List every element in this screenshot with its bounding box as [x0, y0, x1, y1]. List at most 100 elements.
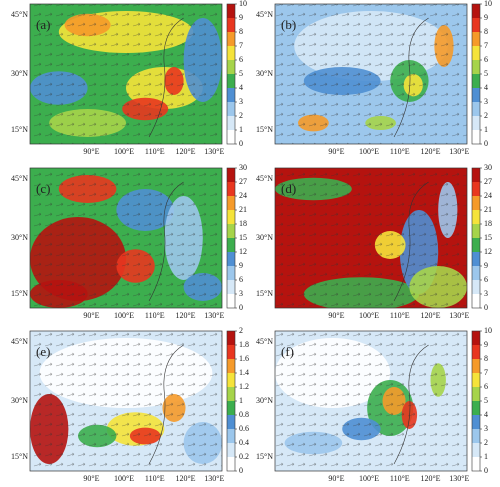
colorbar-tick-label: 1: [239, 125, 243, 134]
colorbar-tick-label: 27: [239, 177, 247, 186]
map-blobs: [275, 168, 467, 308]
colorbar-tick-label: 2: [239, 326, 243, 335]
wind-vectors: [275, 4, 467, 144]
colorbar-tick-label: 21: [239, 205, 247, 214]
colorbar-tick-label: 3: [239, 97, 243, 106]
lon-label: 120°E: [175, 311, 195, 320]
colorbar-tick-label: 0.8: [239, 410, 249, 419]
map-blobs: [275, 4, 467, 144]
colorbar-segment: [472, 210, 480, 224]
colorbar-tick-label: 1.8: [239, 340, 249, 349]
colorbar-segment: [227, 102, 235, 116]
map-blobs: [30, 168, 222, 308]
panel-label: (a): [36, 17, 50, 32]
colorbar-tick-label: 9: [484, 340, 488, 349]
lon-label: 130°E: [204, 147, 224, 156]
lon-label: 120°E: [175, 147, 195, 156]
map-panel: (d) 45°N 30°N 15°N 90°E 100°E 110°E 120°E 130°E 0…: [256, 163, 492, 320]
map-frame: [29, 167, 223, 309]
panel-label: (c): [36, 181, 50, 196]
map-frame: [274, 330, 468, 472]
colorbar-tick-label: 3: [484, 424, 488, 433]
colorbar-tick-label: 18: [484, 219, 492, 228]
map-blobs: [30, 4, 222, 144]
wind-vectors: [30, 168, 222, 308]
colorbar-tick-label: 6: [239, 275, 243, 284]
colorbar-segment: [472, 238, 480, 252]
colorbar-tick-label: 9: [239, 13, 243, 22]
colorbar-segment: [472, 116, 480, 130]
map-panel: (b) 45°N 30°N 15°N 90°E 100°E 110°E 120°E 130°E 0…: [256, 0, 492, 156]
colorbar-tick-label: 8: [239, 27, 243, 36]
colorbar-segment: [227, 457, 235, 471]
lon-label: 120°E: [420, 311, 440, 320]
colorbar-segment: [227, 224, 235, 238]
lat-label: 45°N: [11, 337, 28, 346]
lon-label: 100°E: [114, 311, 134, 320]
map-frame: [29, 330, 223, 472]
colorbar-segment: [472, 373, 480, 387]
colorbar-segment: [227, 280, 235, 294]
lon-label: 90°E: [83, 474, 99, 483]
lat-label: 30°N: [256, 396, 273, 405]
colorbar-tick-label: 10: [239, 0, 247, 8]
colorbar-tick-label: 2: [484, 438, 488, 447]
lon-label: 100°E: [359, 147, 379, 156]
colorbar-tick-label: 24: [484, 191, 492, 200]
colorbar-segment: [472, 130, 480, 144]
colorbar-segment: [227, 18, 235, 32]
colorbar-tick-label: 5: [239, 69, 243, 78]
colorbar-tick-label: 4: [239, 83, 243, 92]
lat-label: 15°N: [11, 125, 28, 134]
colorbar-segment: [472, 429, 480, 443]
map-panel: (f) 45°N 30°N 15°N 90°E 100°E 110°E 120°E 130°E 0…: [256, 326, 492, 483]
lon-label: 130°E: [449, 311, 469, 320]
wind-vectors: [30, 331, 222, 471]
panel-label: (f): [281, 344, 294, 359]
colorbar-tick-label: 12: [239, 247, 247, 256]
panel-label: (e): [36, 344, 50, 359]
lon-label: 100°E: [359, 474, 379, 483]
colorbar-tick-label: 1.2: [239, 382, 249, 391]
colorbar-tick-label: 12: [484, 247, 492, 256]
colorbar-segment: [227, 429, 235, 443]
map-panel: (c) 45°N 30°N 15°N 90°E 100°E 110°E 120°E 130°E 0…: [11, 163, 247, 320]
colorbar-segment: [472, 401, 480, 415]
colorbar-segment: [227, 415, 235, 429]
map-blobs: [275, 331, 467, 471]
colorbar-segment: [227, 266, 235, 280]
lon-label: 90°E: [328, 474, 344, 483]
colorbar-segment: [227, 182, 235, 196]
colorbar-tick-label: 10: [484, 326, 492, 335]
lon-label: 100°E: [359, 311, 379, 320]
map-frame: [29, 3, 223, 145]
colorbar-tick-label: 10: [484, 0, 492, 8]
colorbar-segment: [227, 168, 235, 182]
colorbar-segment: [472, 74, 480, 88]
colorbar-tick-label: 4: [484, 410, 488, 419]
lon-label: 130°E: [204, 311, 224, 320]
colorbar-tick-label: 0.2: [239, 452, 249, 461]
colorbar-tick-label: 9: [239, 261, 243, 270]
colorbar-segment: [227, 4, 235, 18]
colorbar-tick-label: 0: [239, 466, 243, 475]
colorbar-segment: [227, 196, 235, 210]
colorbar-tick-label: 24: [239, 191, 247, 200]
lat-label: 30°N: [11, 396, 28, 405]
colorbar-tick-label: 6: [239, 55, 243, 64]
colorbar-segment: [472, 224, 480, 238]
colorbar-segment: [227, 88, 235, 102]
colorbar-tick-label: 0.6: [239, 424, 249, 433]
lon-label: 130°E: [449, 147, 469, 156]
lon-label: 90°E: [328, 147, 344, 156]
colorbar-segment: [227, 46, 235, 60]
colorbar-segment: [227, 387, 235, 401]
lat-label: 45°N: [11, 174, 28, 183]
map-blobs: [30, 331, 222, 471]
colorbar-tick-label: 3: [239, 289, 243, 298]
colorbar-segment: [472, 4, 480, 18]
colorbar-tick-label: 6: [484, 275, 488, 284]
lon-label: 110°E: [145, 474, 165, 483]
colorbar-tick-label: 0: [484, 466, 488, 475]
colorbar-segment: [472, 196, 480, 210]
